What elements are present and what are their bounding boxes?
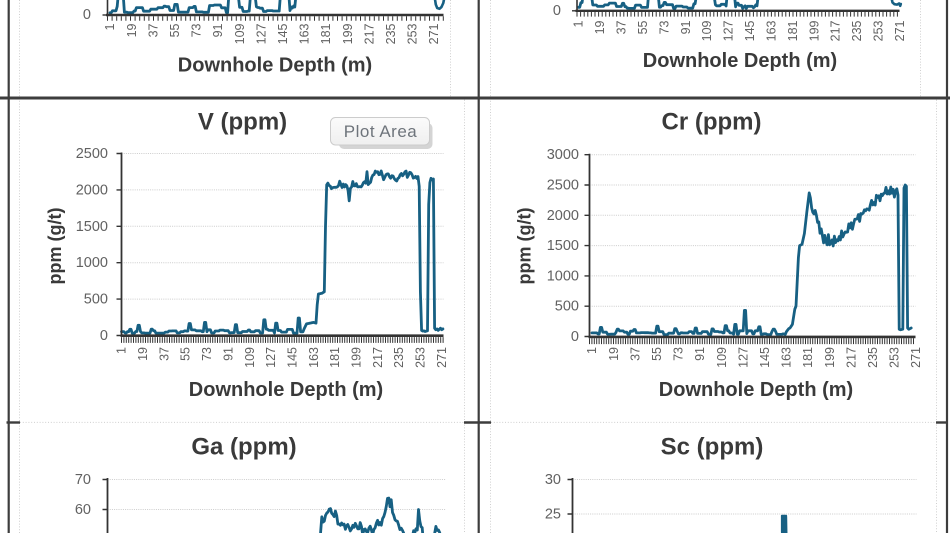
svg-text:217: 217: [362, 23, 376, 44]
svg-text:127: 127: [722, 20, 736, 41]
svg-text:145: 145: [743, 20, 757, 41]
svg-text:145: 145: [276, 23, 290, 44]
svg-text:1000: 1000: [76, 255, 108, 271]
svg-text:73: 73: [672, 347, 686, 361]
svg-text:253: 253: [414, 347, 428, 368]
svg-text:109: 109: [715, 347, 729, 368]
svg-text:0: 0: [553, 3, 561, 19]
svg-text:217: 217: [371, 347, 385, 368]
svg-text:0: 0: [83, 7, 91, 23]
svg-text:Downhole Depth (m): Downhole Depth (m): [178, 55, 372, 77]
svg-text:2500: 2500: [547, 178, 579, 194]
svg-text:60: 60: [75, 502, 91, 518]
svg-text:217: 217: [844, 347, 858, 368]
svg-text:91: 91: [679, 20, 693, 34]
svg-text:199: 199: [350, 347, 364, 368]
svg-text:235: 235: [384, 23, 398, 44]
svg-text:181: 181: [801, 347, 815, 368]
svg-text:55: 55: [650, 347, 664, 361]
svg-text:0: 0: [100, 328, 108, 344]
svg-text:19: 19: [125, 23, 139, 37]
svg-text:127: 127: [736, 347, 750, 368]
svg-text:1: 1: [103, 23, 117, 30]
svg-text:109: 109: [700, 20, 714, 41]
svg-text:19: 19: [136, 347, 150, 361]
svg-text:271: 271: [909, 347, 923, 368]
svg-text:163: 163: [780, 347, 794, 368]
svg-text:181: 181: [786, 20, 800, 41]
svg-text:199: 199: [807, 20, 821, 41]
svg-text:163: 163: [765, 20, 779, 41]
svg-text:73: 73: [190, 23, 204, 37]
svg-text:1000: 1000: [547, 268, 579, 284]
svg-text:37: 37: [628, 347, 642, 361]
svg-text:Cr (ppm): Cr (ppm): [662, 108, 762, 135]
svg-text:109: 109: [233, 23, 247, 44]
svg-text:235: 235: [866, 347, 880, 368]
svg-text:163: 163: [307, 347, 321, 368]
svg-text:55: 55: [636, 20, 650, 34]
svg-text:181: 181: [328, 347, 342, 368]
svg-text:70: 70: [75, 472, 91, 488]
svg-text:19: 19: [607, 347, 621, 361]
svg-text:ppm (g/t): ppm (g/t): [515, 208, 535, 285]
svg-text:55: 55: [168, 23, 182, 37]
svg-text:1: 1: [115, 347, 129, 354]
svg-text:253: 253: [872, 20, 886, 41]
svg-text:235: 235: [850, 20, 864, 41]
svg-text:19: 19: [593, 20, 607, 34]
svg-text:217: 217: [829, 20, 843, 41]
svg-text:73: 73: [200, 347, 214, 361]
svg-text:2000: 2000: [76, 182, 108, 198]
svg-text:271: 271: [893, 20, 907, 41]
svg-text:127: 127: [254, 23, 268, 44]
svg-text:2500: 2500: [76, 146, 108, 162]
svg-text:253: 253: [888, 347, 902, 368]
svg-text:500: 500: [555, 299, 579, 315]
svg-text:Sc (ppm): Sc (ppm): [661, 433, 764, 460]
svg-text:73: 73: [657, 20, 671, 34]
svg-text:Downhole Depth (m): Downhole Depth (m): [643, 50, 837, 72]
svg-text:253: 253: [406, 23, 420, 44]
svg-text:37: 37: [615, 20, 629, 34]
svg-text:235: 235: [392, 347, 406, 368]
svg-text:1: 1: [585, 347, 599, 354]
svg-text:91: 91: [693, 347, 707, 361]
svg-text:3000: 3000: [547, 147, 579, 163]
svg-text:500: 500: [84, 292, 108, 308]
svg-text:199: 199: [341, 23, 355, 44]
svg-text:2000: 2000: [547, 208, 579, 224]
svg-text:1500: 1500: [76, 219, 108, 235]
svg-text:91: 91: [221, 347, 235, 361]
svg-text:127: 127: [264, 347, 278, 368]
svg-text:163: 163: [298, 23, 312, 44]
svg-text:V (ppm): V (ppm): [198, 108, 287, 135]
svg-text:37: 37: [146, 23, 160, 37]
svg-text:Downhole Depth (m): Downhole Depth (m): [189, 379, 383, 401]
svg-text:30: 30: [545, 472, 561, 488]
svg-text:271: 271: [435, 347, 449, 368]
svg-text:271: 271: [427, 23, 441, 44]
svg-text:55: 55: [179, 347, 193, 361]
svg-text:91: 91: [211, 23, 225, 37]
svg-text:181: 181: [319, 23, 333, 44]
svg-text:ppm (g/t): ppm (g/t): [45, 208, 65, 285]
svg-text:1500: 1500: [547, 238, 579, 254]
svg-text:37: 37: [157, 347, 171, 361]
svg-text:1: 1: [572, 20, 586, 27]
svg-text:145: 145: [758, 347, 772, 368]
svg-text:25: 25: [545, 507, 561, 523]
svg-text:199: 199: [823, 347, 837, 368]
svg-text:Downhole Depth (m): Downhole Depth (m): [659, 379, 853, 401]
svg-text:109: 109: [243, 347, 257, 368]
svg-text:Ga (ppm): Ga (ppm): [191, 433, 296, 460]
svg-text:145: 145: [286, 347, 300, 368]
svg-text:Plot Area: Plot Area: [344, 122, 418, 141]
svg-text:0: 0: [571, 329, 579, 345]
